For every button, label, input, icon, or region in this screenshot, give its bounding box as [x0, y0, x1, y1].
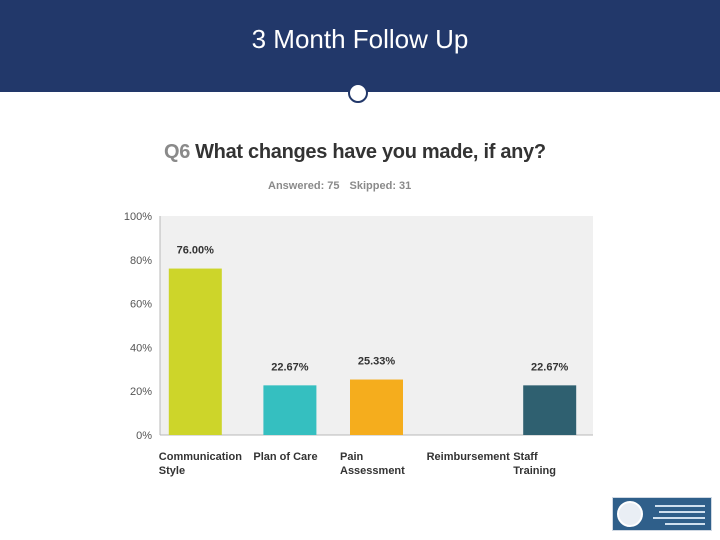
- bar: [168, 268, 222, 435]
- category-label: Staff Training: [513, 451, 556, 477]
- bar: [263, 385, 317, 435]
- category-label: Plan of Care: [253, 451, 317, 463]
- question-number: Q6: [164, 141, 191, 163]
- y-tick-label: 0%: [136, 430, 152, 442]
- question-text: What changes have you made, if any?: [195, 141, 546, 163]
- y-tick-label: 80%: [130, 255, 152, 267]
- data-label: 25.33%: [358, 356, 396, 368]
- category-label-line: Assessment: [340, 465, 405, 477]
- category-label-line: Communication: [159, 451, 242, 463]
- y-tick-label: 100%: [124, 211, 152, 223]
- y-tick-label: 60%: [130, 299, 152, 311]
- data-label: 22.67%: [531, 361, 569, 373]
- category-label-line: Reimbursement: [427, 451, 510, 463]
- data-label: 76.00%: [177, 245, 215, 257]
- category-label: Reimbursement: [427, 451, 510, 463]
- category-label: Pain Assessment: [340, 451, 405, 477]
- department-logo: [612, 497, 712, 531]
- category-label-line: Plan of Care: [253, 451, 317, 463]
- response-counts: Answered: 75 Skipped: 31: [268, 180, 411, 192]
- y-tick-label: 40%: [130, 342, 152, 354]
- category-label-line: Staff: [513, 451, 538, 463]
- category-label-line: Style: [159, 465, 185, 477]
- question-heading: Q6 What changes have you made, if any?: [164, 141, 546, 164]
- answered-count: Answered: 75: [268, 180, 340, 192]
- skipped-count: Skipped: 31: [349, 180, 412, 192]
- header-circle-icon: [348, 83, 368, 103]
- slide-header: 3 Month Follow Up: [0, 0, 720, 92]
- department-seal-icon: [617, 501, 643, 527]
- y-tick-label: 20%: [130, 386, 152, 398]
- bar: [350, 379, 403, 435]
- category-label-line: Training: [513, 465, 556, 477]
- bar: [523, 385, 577, 435]
- category-label-line: Pain: [340, 451, 364, 463]
- data-label: 22.67%: [271, 361, 309, 373]
- slide-title: 3 Month Follow Up: [251, 24, 469, 54]
- category-label: Communication Style: [159, 451, 242, 477]
